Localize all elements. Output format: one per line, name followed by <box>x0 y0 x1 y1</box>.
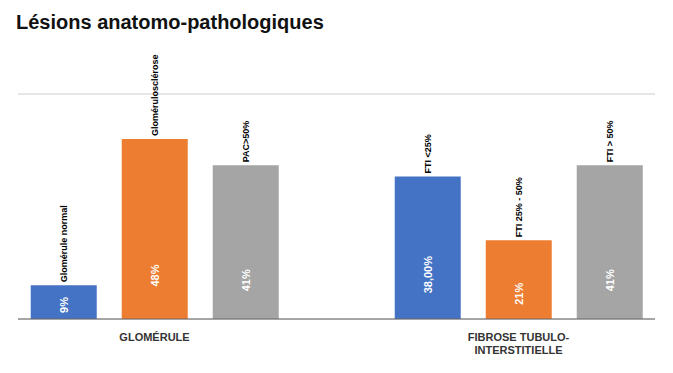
svg-text:41%: 41% <box>604 269 616 291</box>
svg-text:Glomérulosclérose: Glomérulosclérose <box>150 54 160 136</box>
svg-text:48%: 48% <box>149 264 161 286</box>
svg-text:41%: 41% <box>240 269 252 291</box>
svg-text:FTI 25% - 50%: FTI 25% - 50% <box>514 177 524 237</box>
svg-text:FTI > 50%: FTI > 50% <box>605 120 615 162</box>
svg-text:Glomérule normal: Glomérule normal <box>59 205 69 282</box>
svg-text:GLOMÉRULE: GLOMÉRULE <box>119 331 189 343</box>
svg-text:FIBROSE TUBULO-INTERSTITIELLE: FIBROSE TUBULO-INTERSTITIELLE <box>468 331 570 356</box>
html-text:Lésions anatomo-pathologiques: Lésions anatomo-pathologiques <box>16 11 324 33</box>
svg-text:PAC>50%: PAC>50% <box>241 121 251 163</box>
svg-text:9%: 9% <box>58 297 70 313</box>
svg-text:38,00%: 38,00% <box>422 256 434 294</box>
svg-text:21%: 21% <box>513 283 525 305</box>
svg-text:FTI <25%: FTI <25% <box>423 134 433 173</box>
